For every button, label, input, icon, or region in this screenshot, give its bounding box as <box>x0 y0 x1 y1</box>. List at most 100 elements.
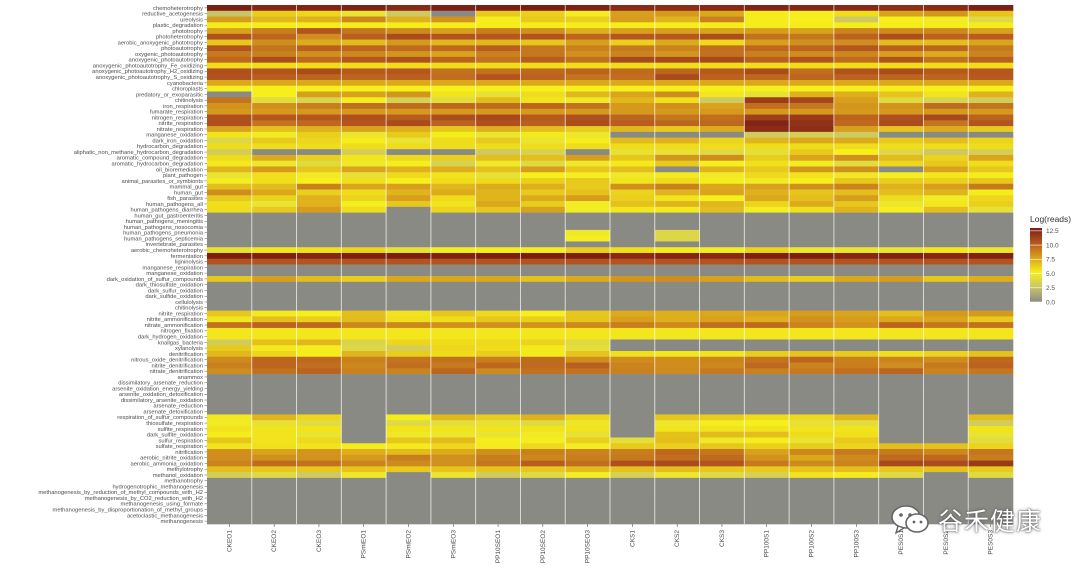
heatmap-cell <box>878 397 924 404</box>
heatmap-cell <box>386 483 432 490</box>
heatmap-cell <box>744 379 790 386</box>
heatmap-cell <box>296 506 342 513</box>
heatmap-cell <box>251 397 297 404</box>
heatmap-cell <box>833 408 879 415</box>
heatmap-cell <box>833 489 879 496</box>
heatmap-cell <box>520 195 566 202</box>
heatmap-cell <box>789 154 835 161</box>
heatmap-cell <box>251 229 297 236</box>
heatmap-cell <box>878 5 924 12</box>
heatmap-cell <box>296 397 342 404</box>
heatmap-cell <box>430 299 476 306</box>
heatmap-cell <box>430 420 476 427</box>
heatmap-cell <box>654 351 700 358</box>
heatmap-cell <box>565 16 611 23</box>
heatmap-cell <box>251 345 297 352</box>
heatmap-cell <box>744 374 790 381</box>
heatmap-cell <box>207 299 253 306</box>
heatmap-cell <box>296 437 342 444</box>
y-axis-labels: chemoheterotrophyreductive_acetogenesisu… <box>38 6 207 525</box>
heatmap-cell <box>923 56 969 63</box>
heatmap-cell <box>207 120 253 127</box>
heatmap-cell <box>654 178 700 185</box>
heatmap-cell <box>207 420 253 427</box>
y-tick-label: oil_bioremediation <box>156 167 203 173</box>
heatmap-cell <box>207 56 253 63</box>
y-tick-label: plant_pathogen <box>163 173 203 179</box>
heatmap-cell <box>744 431 790 438</box>
heatmap-cell <box>430 391 476 398</box>
heatmap-cell <box>833 299 879 306</box>
heatmap-cell <box>610 85 656 92</box>
heatmap-cell <box>475 495 521 502</box>
heatmap-cell <box>251 114 297 121</box>
heatmap-cell <box>789 431 835 438</box>
heatmap-cell <box>341 103 387 110</box>
heatmap-cell <box>520 397 566 404</box>
y-tick-label: respiration_of_sulfur_compounds <box>117 415 203 421</box>
heatmap-cell <box>386 327 432 334</box>
y-tick-label: dark_hydrogen_oxidation <box>138 334 203 340</box>
heatmap-cell <box>878 183 924 190</box>
heatmap-cell <box>296 206 342 213</box>
heatmap-cell <box>296 310 342 317</box>
heatmap-cell <box>878 218 924 225</box>
heatmap-cell <box>565 252 611 260</box>
heatmap-cell <box>386 512 432 519</box>
heatmap-cell <box>386 368 432 375</box>
heatmap-cell <box>430 126 476 133</box>
heatmap-cell <box>833 131 879 138</box>
heatmap-cell <box>654 56 700 63</box>
heatmap-cell <box>251 16 297 23</box>
heatmap-cell <box>520 322 566 329</box>
y-tick-label: human_pathogens_nosocomia <box>124 225 204 231</box>
heatmap-cell <box>699 472 745 479</box>
heatmap-cell <box>833 368 879 375</box>
y-tick-label: nitrogen_fixation <box>160 329 203 335</box>
heatmap-cell <box>968 143 1014 150</box>
heatmap-cell <box>699 56 745 63</box>
heatmap-cell <box>968 333 1014 340</box>
heatmap-cell <box>923 270 969 277</box>
heatmap-cell <box>833 333 879 340</box>
heatmap-cell <box>610 62 656 69</box>
heatmap-cell <box>699 397 745 404</box>
heatmap-cell <box>251 120 297 127</box>
heatmap-cell <box>923 356 969 363</box>
heatmap-cell <box>341 131 387 138</box>
heatmap-cell <box>251 206 297 213</box>
heatmap-cell <box>296 293 342 300</box>
heatmap-cell <box>744 287 790 294</box>
heatmap-cell <box>699 68 745 75</box>
heatmap-cell <box>878 281 924 288</box>
heatmap-cell <box>565 270 611 277</box>
y-tick-label: human_pathogens_pneumonia <box>123 231 204 237</box>
heatmap-cell <box>520 224 566 231</box>
heatmap-cell <box>341 160 387 167</box>
heatmap-cell <box>565 178 611 185</box>
heatmap-cell <box>789 22 835 29</box>
heatmap-cell <box>968 79 1014 87</box>
heatmap-cell <box>744 506 790 513</box>
heatmap-cell <box>296 264 342 271</box>
heatmap-cell <box>520 443 566 450</box>
heatmap-cell <box>520 408 566 415</box>
heatmap-cell <box>923 408 969 415</box>
heatmap-cell <box>296 195 342 202</box>
heatmap-cell <box>833 154 879 161</box>
heatmap-cell <box>968 224 1014 231</box>
legend-tick-label: 5.0 <box>1046 271 1055 278</box>
heatmap-cell <box>565 51 611 58</box>
y-tick-label: human_gut <box>174 190 203 196</box>
heatmap-cell <box>341 264 387 271</box>
heatmap-cell <box>430 310 476 317</box>
heatmap-cell <box>341 149 387 156</box>
heatmap-cell <box>520 189 566 196</box>
y-tick-label: plastic_degradation <box>153 23 203 29</box>
heatmap-cell <box>968 327 1014 334</box>
heatmap-cell <box>251 235 297 242</box>
heatmap-cell <box>699 443 745 450</box>
heatmap-cell <box>654 62 700 69</box>
heatmap-cell <box>654 379 700 386</box>
heatmap-cell <box>520 56 566 63</box>
